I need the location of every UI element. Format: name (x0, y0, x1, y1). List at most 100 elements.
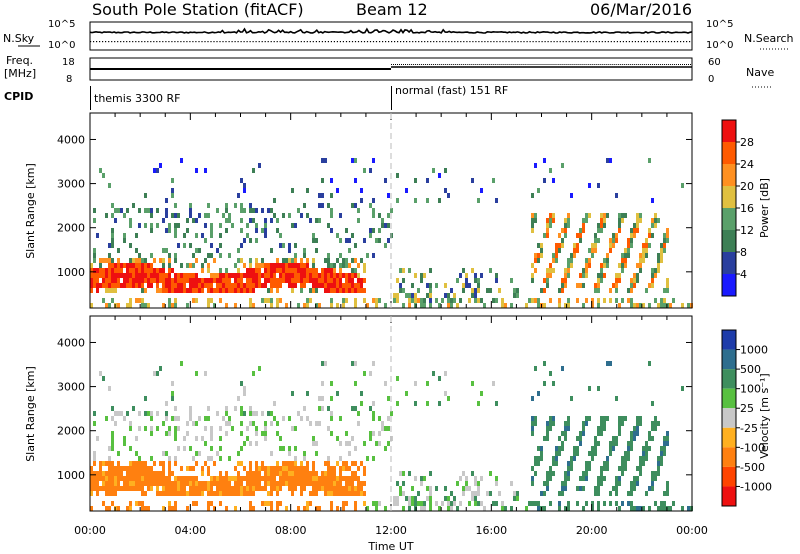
velocity-cell (141, 476, 144, 481)
power-cell (210, 223, 213, 228)
power-cell (105, 268, 108, 273)
power-cell (279, 283, 282, 288)
velocity-cell (96, 471, 99, 476)
nsearch-dot (475, 41, 477, 43)
velocity-cell (354, 476, 357, 481)
power-cell (324, 283, 327, 288)
velocity-cell (645, 451, 648, 456)
power-cell (366, 303, 369, 308)
velocity-cell (360, 391, 363, 396)
power-cell (630, 238, 633, 243)
power-cell (624, 248, 627, 253)
velocity-cell (219, 446, 222, 451)
velocity-cell (588, 466, 591, 471)
nave-dot (581, 64, 583, 65)
power-cell (294, 273, 297, 278)
velocity-cell (222, 416, 225, 421)
power-cell (309, 218, 312, 223)
velocity-cell (324, 481, 327, 486)
nsearch-dot (683, 41, 685, 43)
power-cell (93, 273, 96, 278)
power-cell (603, 223, 606, 228)
nsearch-dot (186, 41, 188, 43)
power-cell (534, 213, 537, 218)
power-cell (294, 278, 297, 283)
velocity-cell (606, 416, 609, 421)
velocity-cell (195, 436, 198, 441)
power-cell (264, 228, 267, 233)
velocity-cell (270, 506, 273, 511)
nave-dot (583, 64, 585, 65)
nave-dot (429, 64, 431, 65)
power-cell (96, 233, 99, 238)
velocity-cell (234, 491, 237, 496)
velocity-cell (309, 476, 312, 481)
power-cell (636, 223, 639, 228)
velocity-cell (414, 476, 417, 481)
power-cell (174, 203, 177, 208)
velocity-cell (315, 481, 318, 486)
power-cell (204, 283, 207, 288)
nsearch-dot (231, 41, 233, 43)
nsearch-dot (144, 41, 146, 43)
power-cell (303, 273, 306, 278)
velocity-cell (447, 501, 450, 506)
nave-dot (541, 64, 543, 65)
velocity-cell (621, 471, 624, 476)
power-cell (168, 223, 171, 228)
velocity-cell (357, 466, 360, 471)
velocity-cell (267, 476, 270, 481)
nsearch-dot (628, 41, 630, 43)
velocity-cell (264, 436, 267, 441)
velocity-cell (606, 361, 609, 366)
velocity-cell (621, 501, 624, 506)
velocity-cell (459, 476, 462, 481)
velocity-cell (495, 476, 498, 481)
velocity-cell (321, 406, 324, 411)
velocity-cell (630, 486, 633, 491)
nave-dot (451, 64, 453, 65)
velocity-cell (546, 421, 549, 426)
nave-dot (623, 64, 625, 65)
nsearch-dot (213, 41, 215, 43)
velocity-cell (534, 366, 537, 371)
velocity-cell (150, 416, 153, 421)
power-cell (270, 218, 273, 223)
velocity-cell (153, 461, 156, 466)
velocity-cell (348, 486, 351, 491)
velocity-cell (111, 406, 114, 411)
power-cell (216, 273, 219, 278)
power-cell (531, 223, 534, 228)
velocity-cell (435, 501, 438, 506)
velocity-cell (486, 491, 489, 496)
velocity-cell (609, 446, 612, 451)
power-cell (252, 168, 255, 173)
power-cell (168, 303, 171, 308)
velocity-cell (276, 431, 279, 436)
power-cell (339, 273, 342, 278)
power-cell (189, 273, 192, 278)
velocity-cell (111, 486, 114, 491)
power-heatmap (90, 158, 693, 308)
velocity-cell (279, 476, 282, 481)
velocity-cell (555, 456, 558, 461)
velocity-cell (456, 481, 459, 486)
power-cell (138, 223, 141, 228)
power-cell (228, 288, 231, 293)
power-cell (231, 288, 234, 293)
velocity-cell (180, 466, 183, 471)
velocity-cell (135, 451, 138, 456)
velocity-cell (396, 496, 399, 501)
power-cell (309, 278, 312, 283)
velocity-cell (219, 476, 222, 481)
velocity-cell (603, 466, 606, 471)
velocity-cell (429, 496, 432, 501)
power-cell (651, 268, 654, 273)
nave-dot (688, 64, 689, 65)
nave-dot (617, 64, 619, 65)
velocity-cell (111, 501, 114, 506)
power-cell (426, 293, 429, 298)
power-cell (540, 288, 543, 293)
power-cell (174, 228, 177, 233)
power-cell (546, 268, 549, 273)
